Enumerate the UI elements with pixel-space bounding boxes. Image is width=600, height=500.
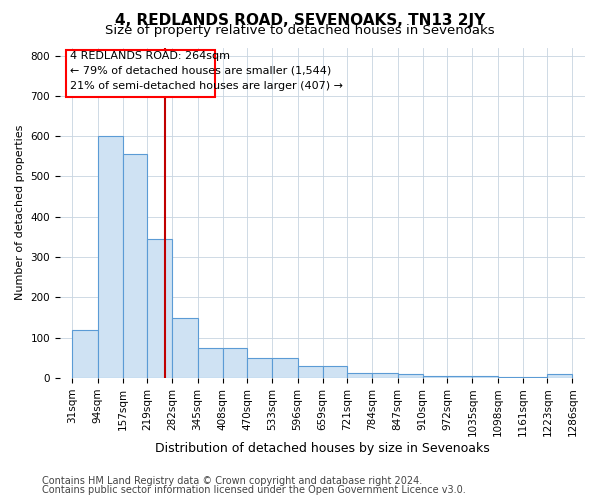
Bar bbox=[448, 376, 472, 378]
Bar bbox=[73, 330, 98, 378]
Bar bbox=[373, 372, 398, 378]
Text: 4 REDLANDS ROAD: 264sqm
← 79% of detached houses are smaller (1,544)
21% of semi: 4 REDLANDS ROAD: 264sqm ← 79% of detache… bbox=[70, 51, 343, 90]
Bar bbox=[122, 154, 148, 378]
Bar bbox=[272, 358, 298, 378]
Bar bbox=[98, 136, 122, 378]
Bar bbox=[247, 358, 272, 378]
Text: Contains HM Land Registry data © Crown copyright and database right 2024.: Contains HM Land Registry data © Crown c… bbox=[42, 476, 422, 486]
Bar bbox=[547, 374, 572, 378]
Bar bbox=[347, 372, 373, 378]
Bar bbox=[398, 374, 422, 378]
Bar bbox=[472, 376, 497, 378]
Bar bbox=[223, 348, 247, 378]
Text: Contains public sector information licensed under the Open Government Licence v3: Contains public sector information licen… bbox=[42, 485, 466, 495]
Y-axis label: Number of detached properties: Number of detached properties bbox=[15, 125, 25, 300]
Bar bbox=[172, 318, 197, 378]
Bar bbox=[298, 366, 323, 378]
Bar bbox=[422, 376, 448, 378]
Bar bbox=[197, 348, 223, 378]
FancyBboxPatch shape bbox=[67, 50, 215, 96]
Bar bbox=[523, 377, 547, 378]
Bar bbox=[148, 239, 172, 378]
Text: Size of property relative to detached houses in Sevenoaks: Size of property relative to detached ho… bbox=[105, 24, 495, 37]
Bar bbox=[497, 377, 523, 378]
Text: 4, REDLANDS ROAD, SEVENOAKS, TN13 2JY: 4, REDLANDS ROAD, SEVENOAKS, TN13 2JY bbox=[115, 12, 485, 28]
Bar bbox=[323, 366, 347, 378]
X-axis label: Distribution of detached houses by size in Sevenoaks: Distribution of detached houses by size … bbox=[155, 442, 490, 455]
